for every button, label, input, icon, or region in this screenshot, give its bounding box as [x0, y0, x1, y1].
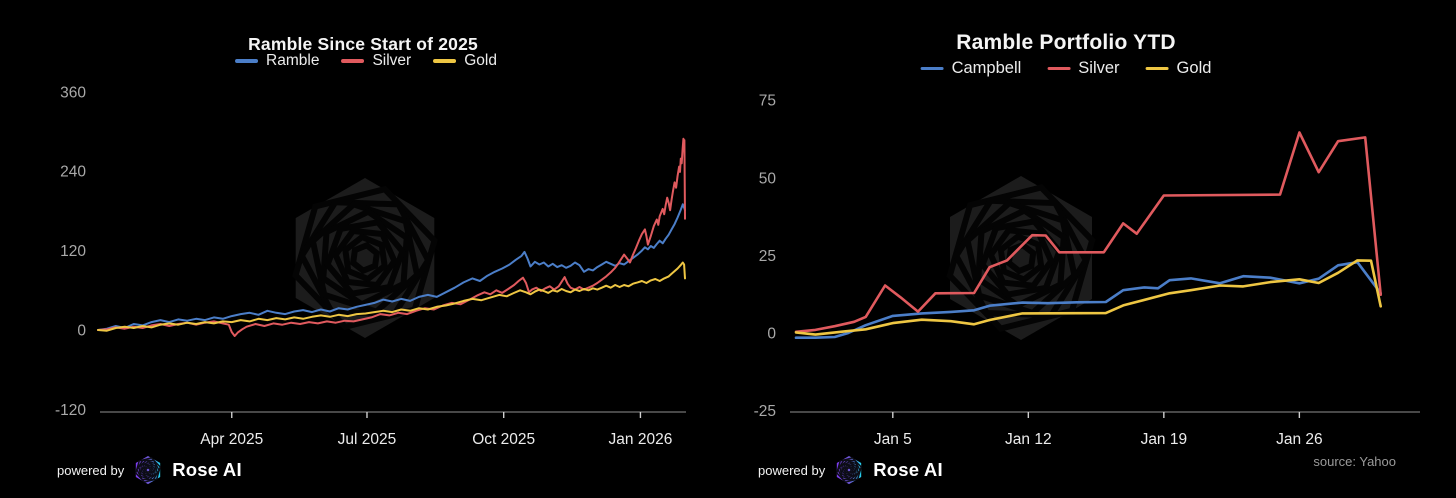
x-tick-label: Jan 26: [1276, 431, 1323, 448]
x-tick-label: Jul 2025: [338, 431, 397, 448]
spiral-ring: [952, 197, 1090, 319]
spiral-ring: [324, 219, 406, 297]
y-tick-label: 75: [759, 93, 776, 110]
spiral-ring: [135, 457, 162, 483]
legend-label: Gold: [464, 52, 497, 69]
y-tick-label: 360: [60, 84, 86, 101]
series-line-ramble: [97, 203, 686, 331]
spiral-ring: [292, 185, 438, 331]
x-tick-label: Jan 2026: [609, 431, 673, 448]
rose-watermark: [292, 178, 438, 338]
legend-label: Gold: [1176, 59, 1212, 77]
axes: Jan 5 Jan 12 Jan 19 Jan 26 -25 0 25 50 75: [754, 93, 1420, 448]
spiral-ring: [142, 464, 155, 476]
chart-title: Ramble Portfolio YTD: [956, 31, 1176, 55]
spiral-ring: [975, 207, 1067, 309]
brand-name: Rose AI: [172, 459, 242, 480]
spiral-ring: [837, 459, 862, 481]
legend-item-silver: Silver: [341, 52, 411, 70]
legend-item-ramble: Ramble: [235, 52, 319, 70]
spiral-ring: [1005, 241, 1037, 275]
powered-by-footer: powered by Rose AI: [57, 452, 242, 488]
rose-ai-logo-icon: [836, 455, 863, 485]
rose-spiral: [135, 455, 162, 485]
legend-item-silver: Silver: [1047, 59, 1120, 78]
y-tick-label: 0: [767, 326, 776, 343]
spiral-ring: [964, 199, 1078, 317]
axes: Apr 2025 Jul 2025 Oct 2025 Jan 2026 -120 0 120…: [55, 84, 686, 448]
series-line-gold: [794, 259, 1383, 336]
spiral-ring: [138, 459, 159, 481]
legend-swatch-blue: [235, 59, 259, 63]
y-tick-label: 25: [759, 248, 776, 265]
legend: Campbell Silver Gold: [920, 59, 1212, 78]
spiral-ring: [846, 466, 853, 474]
spiral-ring: [140, 461, 157, 479]
spiral-ring: [145, 466, 152, 474]
x-tick-label: Jan 12: [1005, 431, 1052, 448]
legend-label: Ramble: [266, 52, 320, 69]
rose-ai-logo-icon: [135, 455, 162, 485]
spiral-ring: [843, 464, 856, 476]
rose-spiral: [836, 455, 863, 485]
x-tick-label: Oct 2025: [472, 431, 535, 448]
spiral-ring: [946, 184, 1096, 332]
source-attribution: source: Yahoo: [1313, 454, 1396, 469]
line-chart-since-2025: Apr 2025 Jul 2025 Oct 2025 Jan 2026 -120 0 120…: [55, 84, 686, 448]
spiral-ring: [349, 241, 381, 275]
legend-swatch-gold: [433, 59, 457, 63]
powered-by-footer: powered by Rose AI: [758, 452, 943, 488]
legend-swatch-blue: [920, 66, 944, 71]
series-line-silver: [97, 137, 686, 337]
brand-name: Rose AI: [873, 459, 943, 480]
spiral-ring: [309, 201, 421, 315]
y-tick-label: -120: [55, 402, 86, 419]
legend-item-campbell: Campbell: [920, 59, 1022, 78]
legend-swatch-red: [341, 59, 365, 63]
x-tick-label: Apr 2025: [200, 431, 263, 448]
rose-watermark: [946, 176, 1096, 340]
x-tick-label: Jan 19: [1141, 431, 1188, 448]
spiral-ring: [841, 462, 857, 478]
spiral-ring: [143, 465, 153, 475]
series-line-silver: [794, 131, 1383, 334]
spiral-ring: [836, 457, 863, 483]
series-line-gold: [97, 261, 686, 332]
spiral-ring: [136, 459, 161, 481]
spiral-ring: [839, 459, 860, 481]
legend-item-gold: Gold: [433, 52, 497, 70]
chart-title: Ramble Since Start of 2025: [248, 33, 478, 54]
spiral-ring: [320, 208, 410, 308]
spiral-ring: [979, 218, 1063, 298]
x-tick-label: Jan 5: [874, 431, 912, 448]
panel-ramble-since-2025: Apr 2025 Jul 2025 Oct 2025 Jan 2026 -120 0 120…: [55, 33, 686, 488]
legend-swatch-gold: [1145, 66, 1169, 71]
legend-label: Campbell: [951, 59, 1022, 77]
line-chart-ytd: Jan 5 Jan 12 Jan 19 Jan 26 -25 0 25 50 75: [754, 93, 1420, 448]
spiral-ring: [841, 461, 858, 479]
spiral-ring: [987, 227, 1055, 289]
legend: Ramble Silver Gold: [235, 52, 497, 70]
panel-ramble-ytd: Jan 5 Jan 12 Jan 19 Jan 26 -25 0 25 50 75 Ramble…: [728, 0, 1456, 498]
y-tick-label: 120: [60, 243, 86, 260]
spiral-ring: [997, 233, 1045, 283]
y-tick-label: -25: [754, 403, 776, 420]
legend-item-gold: Gold: [1145, 59, 1212, 78]
legend-label: Silver: [372, 52, 412, 69]
spiral-ring: [844, 465, 854, 475]
legend-label: Silver: [1078, 59, 1120, 77]
y-tick-label: 240: [60, 164, 86, 181]
legend-swatch-red: [1047, 66, 1071, 71]
powered-by-label: powered by: [57, 462, 125, 478]
spiral-ring: [332, 227, 398, 289]
spiral-ring: [140, 462, 156, 478]
y-tick-label: 0: [77, 323, 86, 340]
y-tick-label: 50: [759, 170, 777, 187]
powered-by-label: powered by: [758, 462, 826, 478]
spiral-ring: [342, 233, 388, 283]
